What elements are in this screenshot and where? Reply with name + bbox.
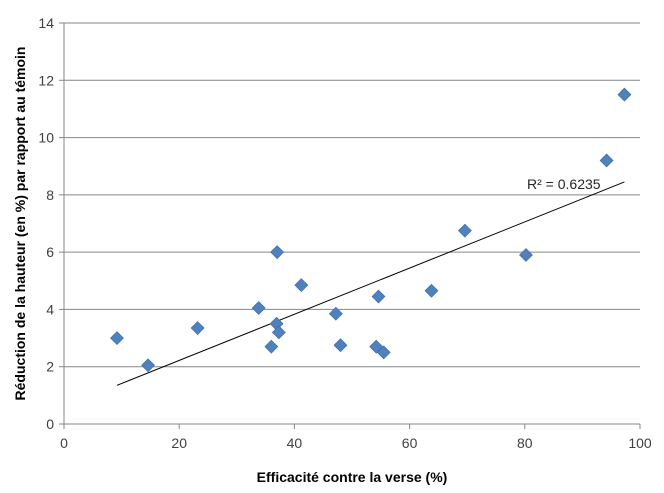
data-point-4 — [251, 301, 266, 315]
gridlines — [64, 22, 640, 368]
data-point-5 — [264, 339, 279, 354]
data-point-3 — [190, 321, 205, 335]
x-tick-label-0: 0 — [60, 435, 68, 451]
trendline-group — [116, 181, 625, 386]
x-tick-labels: 0 20 40 60 80 100 — [60, 435, 652, 451]
data-point-8 — [271, 325, 286, 340]
trendline — [116, 181, 625, 386]
y-tick-label-6: 6 — [46, 244, 54, 260]
data-point-11 — [333, 338, 348, 353]
x-tick-label-20: 20 — [171, 435, 187, 451]
y-axis-title: Réduction de la hauteur (en %) par rappo… — [12, 47, 28, 401]
r-squared-label: R² = 0.6235 — [527, 176, 601, 192]
x-tick-label-80: 80 — [517, 435, 533, 451]
data-point-1 — [110, 331, 124, 345]
data-point-15 — [424, 283, 439, 298]
y-tick-label-10: 10 — [38, 130, 54, 146]
data-point-9 — [294, 278, 309, 293]
axes — [59, 22, 641, 429]
y-tick-label-14: 14 — [38, 15, 54, 31]
data-point-14 — [376, 345, 391, 360]
data-point-17 — [519, 248, 533, 262]
data-point-10 — [328, 306, 343, 321]
data-point-13 — [371, 289, 386, 304]
y-tick-label-0: 0 — [46, 416, 54, 432]
y-tick-label-4: 4 — [46, 301, 54, 317]
data-point-19 — [617, 87, 632, 102]
y-tick-labels: 0 2 4 6 8 10 12 14 — [38, 15, 54, 432]
y-tick-label-8: 8 — [46, 187, 54, 203]
data-point-16 — [457, 223, 472, 238]
data-point-2 — [141, 358, 156, 373]
x-axis-title: Efficacité contre la verse (%) — [257, 469, 448, 485]
x-tick-label-100: 100 — [628, 435, 652, 451]
y-tick-label-2: 2 — [46, 359, 54, 375]
x-tick-label-40: 40 — [287, 435, 303, 451]
x-tick-label-60: 60 — [402, 435, 418, 451]
data-points — [110, 87, 632, 373]
data-point-7 — [270, 245, 285, 260]
y-tick-label-12: 12 — [38, 72, 54, 88]
data-point-18 — [599, 153, 614, 168]
